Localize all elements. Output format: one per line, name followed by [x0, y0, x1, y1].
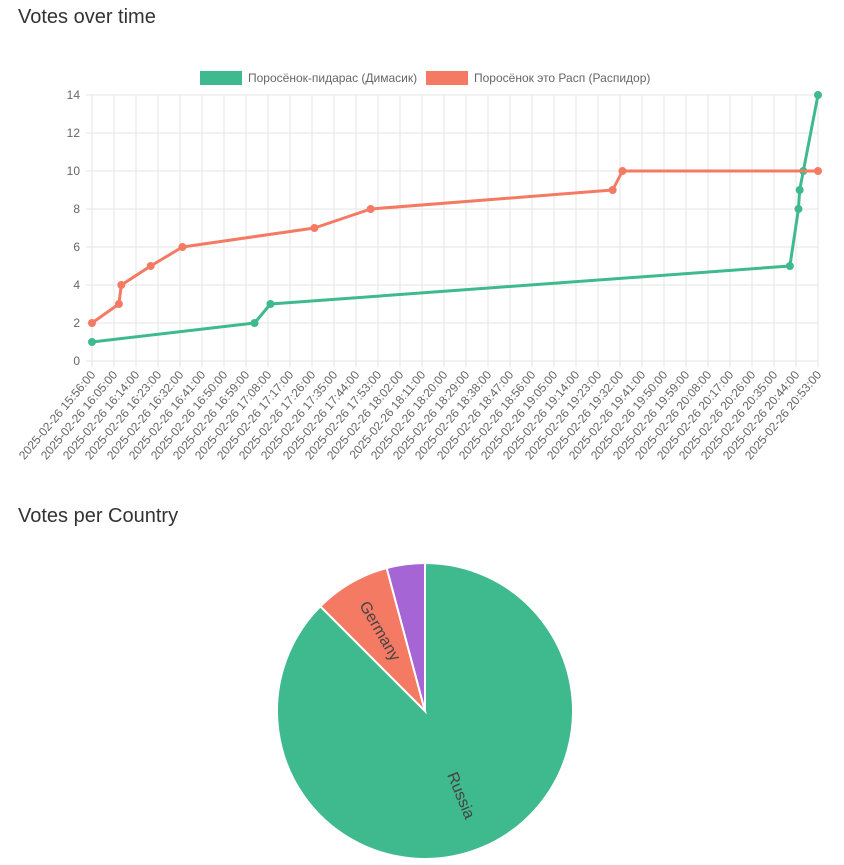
y-axis-ticks: 0 2 4 6 8 10 12 14	[67, 88, 81, 368]
data-point[interactable]	[814, 91, 822, 99]
y-tick-label: 8	[73, 202, 80, 216]
data-point[interactable]	[310, 224, 319, 232]
pie-slices	[276, 561, 574, 860]
data-point[interactable]	[250, 319, 259, 327]
legend[interactable]: Поросёнок-пидарас (Димасик) Поросёнок эт…	[200, 71, 650, 85]
data-point[interactable]	[366, 205, 375, 213]
y-tick-label: 0	[73, 354, 80, 368]
data-point[interactable]	[114, 300, 123, 308]
y-tick-label: 14	[67, 88, 81, 102]
pie-chart-title: Votes per Country	[18, 505, 179, 527]
series-line-b	[91, 169, 818, 325]
grid	[86, 94, 819, 367]
data-point[interactable]	[785, 262, 794, 270]
data-point[interactable]	[795, 186, 804, 194]
data-point[interactable]	[88, 338, 96, 346]
legend-label-series-a[interactable]: Поросёнок-пидарас (Димасик)	[248, 71, 417, 85]
pie-slice-label: Germany	[356, 599, 404, 664]
data-point[interactable]	[794, 205, 803, 213]
data-point[interactable]	[146, 262, 155, 270]
legend-swatch-series-b[interactable]	[426, 71, 468, 85]
data-point[interactable]	[618, 167, 627, 175]
data-point[interactable]	[178, 243, 187, 251]
data-point[interactable]	[88, 319, 96, 327]
data-point[interactable]	[814, 167, 822, 175]
pie-slice[interactable]	[276, 561, 574, 860]
pie-labels: Russia Germany	[356, 599, 478, 822]
y-tick-label: 6	[73, 240, 80, 254]
pie-slice[interactable]	[318, 566, 427, 715]
y-tick-label: 4	[73, 278, 80, 292]
legend-swatch-series-a[interactable]	[200, 71, 242, 85]
line-chart-title: Votes over time	[18, 6, 156, 28]
pie-slice[interactable]	[385, 561, 426, 712]
data-point[interactable]	[117, 281, 126, 289]
y-tick-label: 2	[73, 316, 80, 330]
data-point[interactable]	[608, 186, 617, 194]
y-tick-label: 12	[67, 126, 81, 140]
legend-label-series-b[interactable]: Поросёнок это Расп (Распидор)	[474, 71, 650, 85]
pie-slice-label: Russia	[443, 770, 477, 822]
series-line-a	[91, 94, 820, 344]
series-layer	[88, 91, 822, 346]
y-tick-label: 10	[67, 164, 81, 178]
data-point[interactable]	[266, 300, 275, 308]
